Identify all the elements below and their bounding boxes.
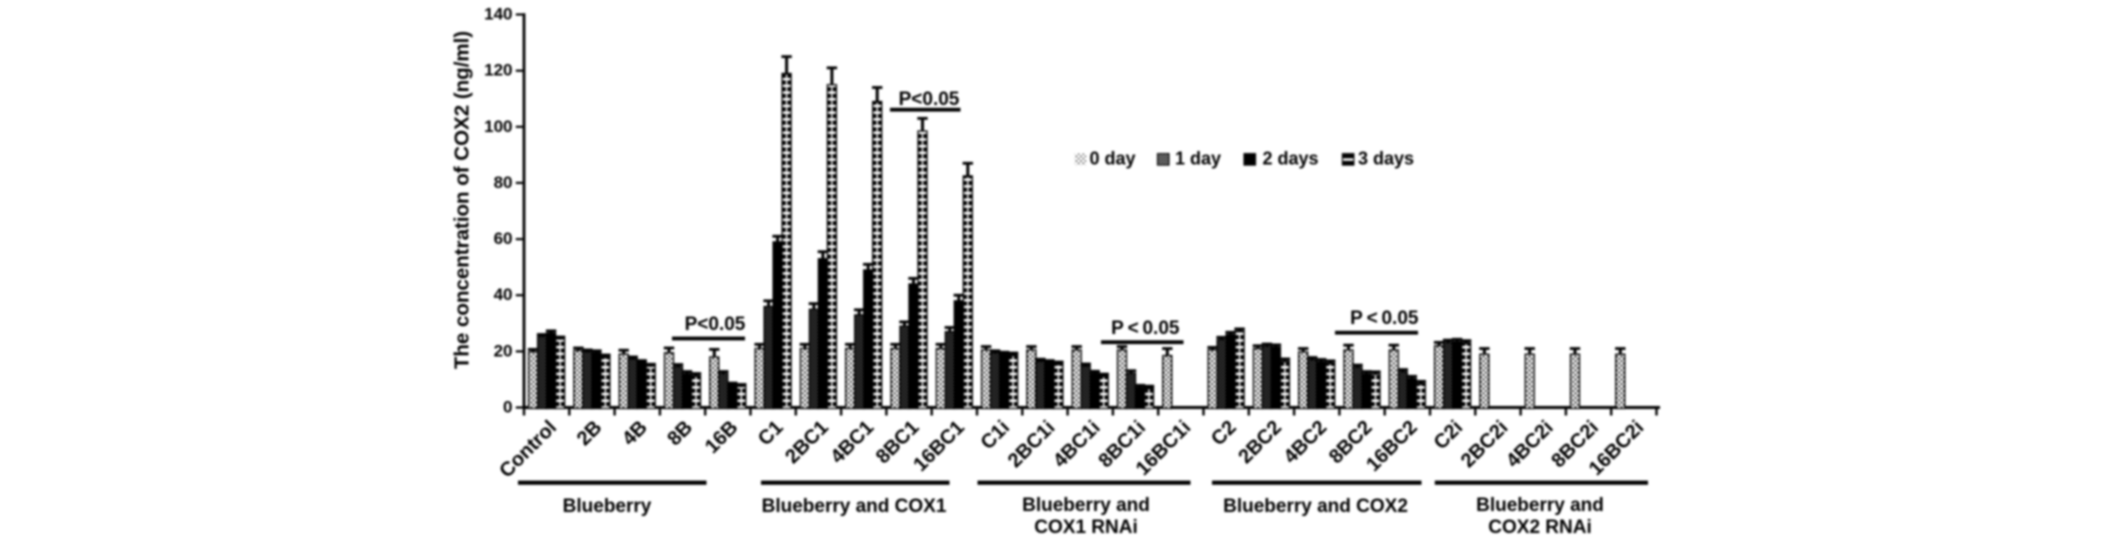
svg-text:Blueberry and: Blueberry and xyxy=(1476,495,1604,516)
svg-text:3 days: 3 days xyxy=(1358,149,1414,169)
svg-text:120: 120 xyxy=(484,61,512,80)
svg-text:20: 20 xyxy=(494,341,513,360)
svg-text:P < 0.05: P < 0.05 xyxy=(1111,318,1180,339)
svg-text:1 day: 1 day xyxy=(1175,149,1221,169)
svg-text:40: 40 xyxy=(494,285,513,304)
svg-text:60: 60 xyxy=(494,229,513,248)
svg-text:Blueberry: Blueberry xyxy=(563,496,652,517)
svg-text:P<0.05: P<0.05 xyxy=(685,314,746,335)
svg-text:COX2 RNAi: COX2 RNAi xyxy=(1488,517,1591,538)
svg-text:Blueberry and COX2: Blueberry and COX2 xyxy=(1223,496,1408,517)
svg-text:The concentration of COX2 (ng/: The concentration of COX2 (ng/ml) xyxy=(451,31,474,369)
svg-text:COX1 RNAi: COX1 RNAi xyxy=(1034,517,1137,538)
svg-text:0: 0 xyxy=(503,398,512,417)
svg-text:P < 0.05: P < 0.05 xyxy=(1350,308,1419,329)
svg-text:0 day: 0 day xyxy=(1090,149,1136,169)
svg-text:80: 80 xyxy=(494,173,513,192)
svg-text:2 days: 2 days xyxy=(1263,149,1319,169)
svg-text:P<0.05: P<0.05 xyxy=(899,89,960,110)
svg-text:Blueberry and: Blueberry and xyxy=(1022,495,1150,516)
svg-text:100: 100 xyxy=(484,117,512,136)
svg-text:Blueberry and COX1: Blueberry and COX1 xyxy=(762,496,947,517)
svg-text:140: 140 xyxy=(484,5,512,24)
